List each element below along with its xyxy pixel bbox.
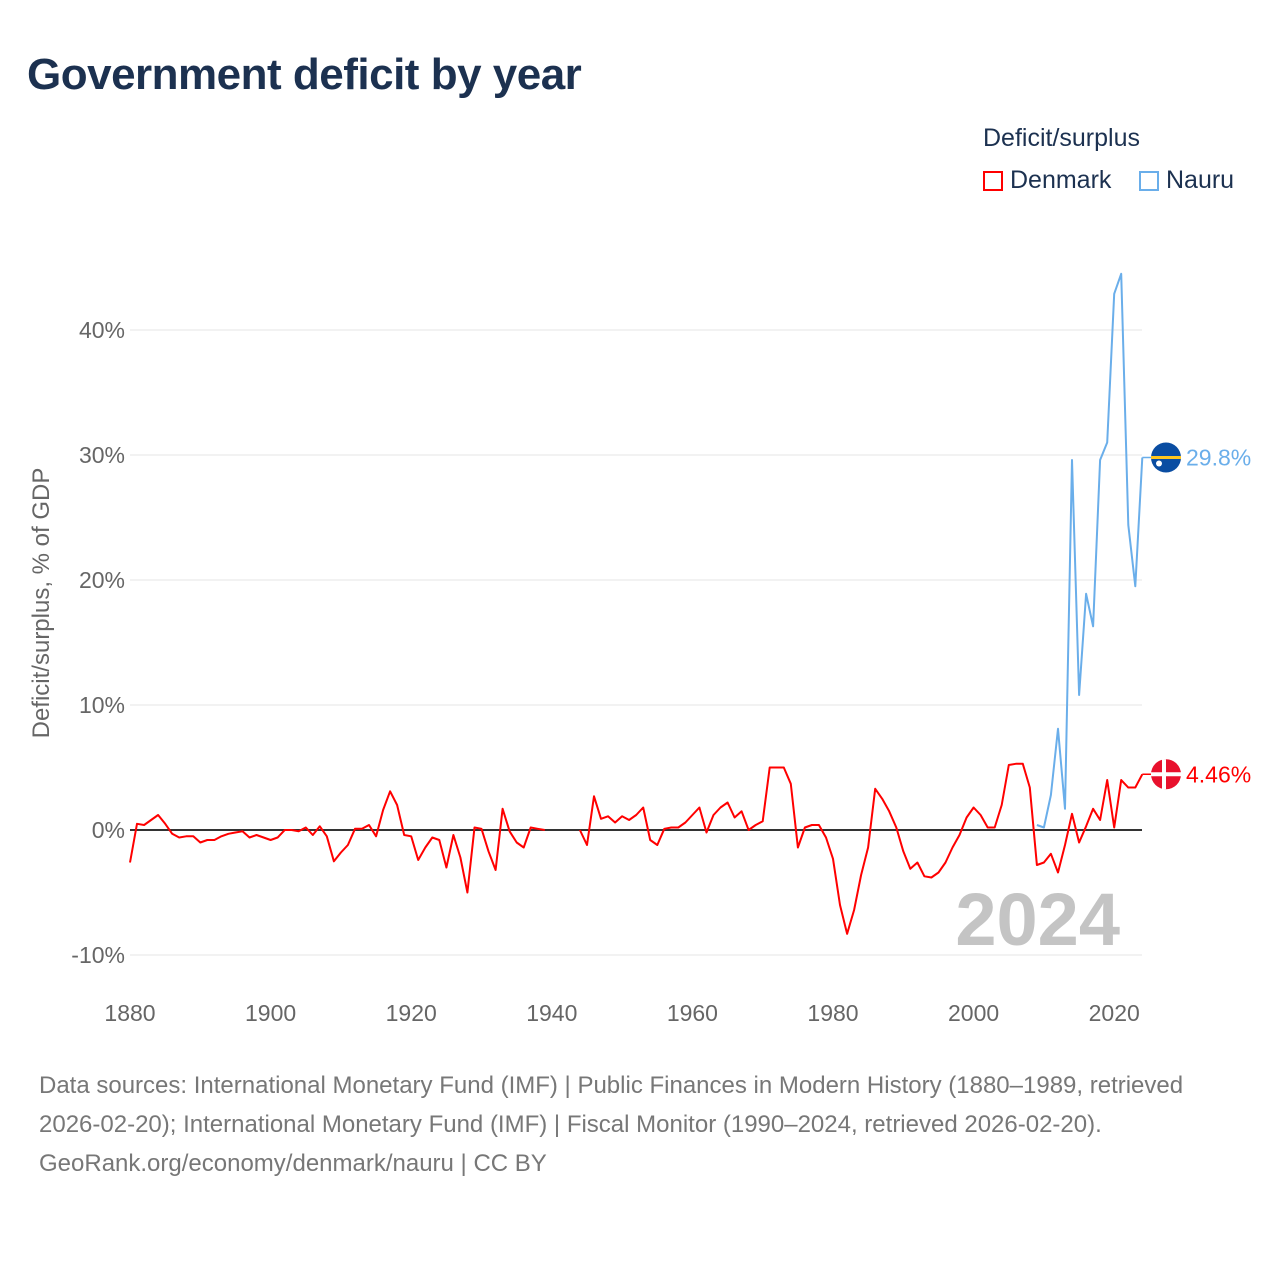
y-tick-label: 0% (92, 817, 125, 843)
x-tick-label: 1880 (104, 1000, 155, 1026)
legend-swatch-denmark (983, 170, 1003, 191)
year-watermark: 2024 (955, 878, 1120, 961)
legend-label-nauru: Nauru (1166, 166, 1235, 194)
legend-title: Deficit/surplus (983, 124, 1140, 152)
x-tick-label: 1940 (526, 1000, 577, 1026)
y-tick-label: 10% (79, 692, 125, 718)
credit-link[interactable]: GeoRank.org/economy/denmark/nauru | CC B… (39, 1150, 547, 1177)
legend-item-denmark[interactable]: Denmark (983, 166, 1111, 195)
end-value-label-nauru: 29.8% (1186, 445, 1251, 471)
x-tick-label: 1980 (807, 1000, 858, 1026)
end-value-label-denmark: 4.46% (1186, 761, 1251, 787)
data-sources: Data sources: International Monetary Fun… (39, 1072, 1184, 1138)
legend-item-nauru[interactable]: Nauru (1139, 166, 1234, 195)
y-tick-label: 30% (79, 442, 125, 468)
x-tick-label: 1920 (386, 1000, 437, 1026)
legend-swatch-nauru (1139, 170, 1159, 191)
legend-label-denmark: Denmark (1010, 166, 1112, 194)
series-line-denmark (129, 762, 1144, 935)
flag-cross-horizontal (1151, 772, 1181, 777)
flag-stripe (1151, 456, 1181, 459)
flag-star (1156, 460, 1162, 467)
footer: Data sources: International Monetary Fun… (39, 1066, 1239, 1183)
y-tick-label: 20% (79, 567, 125, 593)
y-tick-label: -10% (71, 942, 125, 968)
x-tick-label: 2020 (1089, 1000, 1140, 1026)
x-tick-label: 1960 (667, 1000, 718, 1026)
x-tick-label: 1900 (245, 1000, 296, 1026)
x-tick-label: 2000 (948, 1000, 999, 1026)
y-tick-label: 40% (79, 317, 125, 343)
chart-title: Government deficit by year (27, 50, 582, 99)
series-line-nauru (1036, 272, 1144, 829)
